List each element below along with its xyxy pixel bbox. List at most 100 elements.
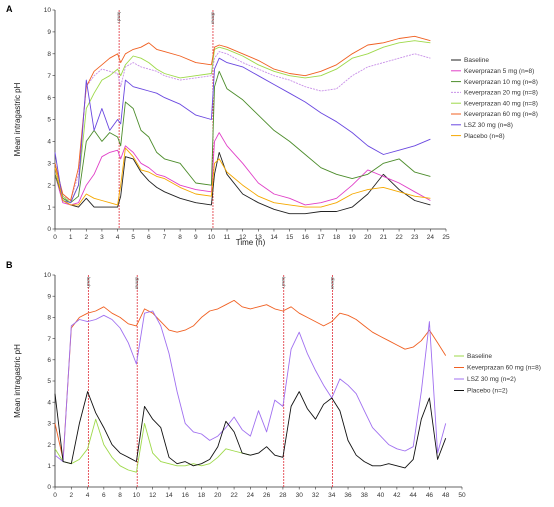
panel-a-meal-marker-label: lunch	[117, 12, 122, 23]
panel-b-y-tick-label: 6	[47, 357, 51, 364]
panel-b-x-tick-label: 26	[263, 492, 271, 499]
panel-a-y-tick-label: 4	[47, 139, 51, 146]
panel-b-x-tick-label: 36	[344, 492, 352, 499]
panel-a-x-tick-label: 7	[163, 234, 167, 241]
panel-b-y-tick-label: 4	[47, 399, 51, 406]
panel-a-letter: A	[6, 4, 13, 14]
panel-a-series-line-4	[54, 40, 431, 204]
panel-b-y-tick-label: 3	[47, 421, 51, 428]
panel-a-legend-label-0: Baseline	[464, 57, 489, 64]
panel-b-meal-marker-label: dinner	[330, 277, 335, 290]
panel-a-x-tick-label: 17	[317, 234, 325, 241]
panel-a-legend-label-5: Keverprazan 60 mg (n=8)	[464, 111, 538, 118]
panel-b-y-tick-label: 7	[47, 336, 51, 343]
panel-a-y-tick-label: 10	[44, 7, 52, 14]
panel-b-x-tick-label: 12	[149, 492, 157, 499]
panel-b-letter: B	[6, 260, 13, 270]
panel-b-x-tick-label: 2	[69, 492, 73, 499]
panel-b-y-tick-label: 0	[47, 484, 51, 491]
panel-b-series-line-3	[54, 391, 447, 469]
panel-b-meal-marker-label: lunch	[281, 277, 286, 288]
panel-a-x-tick-label: 13	[255, 234, 263, 241]
panel-a-x-tick-label: 5	[131, 234, 135, 241]
panel-b-x-tick-label: 50	[458, 492, 466, 499]
panel-a-legend-label-3: Keverprazan 20 mg (n=8)	[464, 90, 538, 97]
panel-a-x-tick-label: 24	[427, 234, 435, 241]
panel-b-x-tick-label: 18	[198, 492, 206, 499]
panel-a-series-line-3	[54, 51, 431, 201]
panel-b-x-tick-label: 48	[442, 492, 450, 499]
panel-a-series-line-7	[54, 147, 431, 208]
panel-a-legend-label-4: Keverprazan 40 mg (n=8)	[464, 100, 538, 107]
panel-a-y-tick-label: 8	[47, 51, 51, 58]
panel-a-y-tick-label: 3	[47, 161, 51, 168]
panel-b-x-tick-label: 8	[118, 492, 122, 499]
panel-b-x-tick-label: 32	[312, 492, 320, 499]
panel-b-x-tick-label: 14	[165, 492, 173, 499]
panel-a-x-tick-label: 23	[411, 234, 419, 241]
panel-a-x-tick-label: 16	[302, 234, 310, 241]
panel-a-x-tick-label: 12	[239, 234, 247, 241]
panel-b-x-tick-label: 0	[53, 492, 57, 499]
panel-b-legend-label-2: LSZ 30 mg (n=2)	[467, 376, 516, 383]
panel-b-meal-marker-label: dinner	[135, 277, 140, 290]
panel-b-y-tick-label: 10	[44, 272, 52, 279]
panel-a-y-tick-label: 7	[47, 73, 51, 80]
panel-a-x-tick-label: 6	[147, 234, 151, 241]
panel-a-x-tick-label: 0	[53, 234, 57, 241]
panel-a-series-line-6	[54, 57, 431, 204]
panel-b-series-line-0	[54, 418, 251, 473]
panel-b-legend-label-1: Keverprazan 60 mg (n=8)	[467, 365, 541, 372]
panel-a-x-tick-label: 21	[380, 234, 388, 241]
panel-b-y-tick-label: 8	[47, 315, 51, 322]
panel-a-series-line-0	[54, 151, 431, 215]
panel-a-series-line-1	[54, 132, 431, 206]
panel-a-y-tick-label: 1	[47, 204, 51, 211]
panel-b-y-tick-label: 2	[47, 442, 51, 449]
panel-b-legend-label-0: Baseline	[467, 353, 492, 360]
panel-b-series-line-1	[54, 299, 447, 460]
panel-b-x-tick-label: 42	[393, 492, 401, 499]
panel-a-series-line-2	[54, 70, 431, 204]
panel-b-x-tick-label: 38	[361, 492, 369, 499]
panel-a-x-tick-label: 4	[116, 234, 120, 241]
panel-b-y-axis-label: Mean intragastric pH	[13, 344, 22, 418]
panel-b-x-tick-label: 20	[214, 492, 222, 499]
panel-a-x-tick-label: 25	[442, 234, 450, 241]
panel-a-y-tick-label: 9	[47, 29, 51, 36]
panel-a-series-line-5	[54, 35, 431, 201]
panel-b-x-tick-label: 10	[133, 492, 141, 499]
panel-b-x-tick-label: 30	[296, 492, 304, 499]
panel-a-y-tick-label: 0	[47, 226, 51, 233]
panel-a-x-tick-label: 8	[178, 234, 182, 241]
panel-b-x-tick-label: 4	[86, 492, 90, 499]
panel-a-legend-label-7: Placebo (n=8)	[464, 133, 505, 140]
panel-b-x-tick-label: 44	[410, 492, 418, 499]
panel-a-legend-label-2: Keverprazan 10 mg (n=8)	[464, 79, 538, 86]
panel-b-y-tick-label: 9	[47, 293, 51, 300]
panel-a-x-tick-label: 10	[208, 234, 216, 241]
panel-a-legend-label-1: Keverprazan 5 mg (n=8)	[464, 68, 534, 75]
panel-a-x-tick-label: 15	[286, 234, 294, 241]
panel-a-x-tick-label: 18	[333, 234, 341, 241]
panel-b-x-tick-label: 34	[328, 492, 336, 499]
panel-a-x-tick-label: 9	[194, 234, 198, 241]
panel-a-x-tick-label: 20	[364, 234, 372, 241]
panel-b-legend-label-3: Placebo (n=2)	[467, 388, 508, 395]
panel-a-x-tick-label: 19	[349, 234, 357, 241]
panel-a-x-tick-label: 1	[69, 234, 73, 241]
panel-a-x-tick-label: 2	[84, 234, 88, 241]
panel-a-y-tick-label: 2	[47, 182, 51, 189]
panel-a-x-tick-label: 3	[100, 234, 104, 241]
panel-b-x-tick-label: 28	[279, 492, 287, 499]
panel-a-y-tick-label: 6	[47, 95, 51, 102]
panel-a-y-tick-label: 5	[47, 117, 51, 124]
panel-a-x-tick-label: 14	[270, 234, 278, 241]
panel-b-x-tick-label: 46	[426, 492, 434, 499]
panel-b-y-tick-label: 1	[47, 463, 51, 470]
panel-b-x-tick-label: 24	[247, 492, 255, 499]
panel-b-series-line-2	[54, 310, 447, 463]
